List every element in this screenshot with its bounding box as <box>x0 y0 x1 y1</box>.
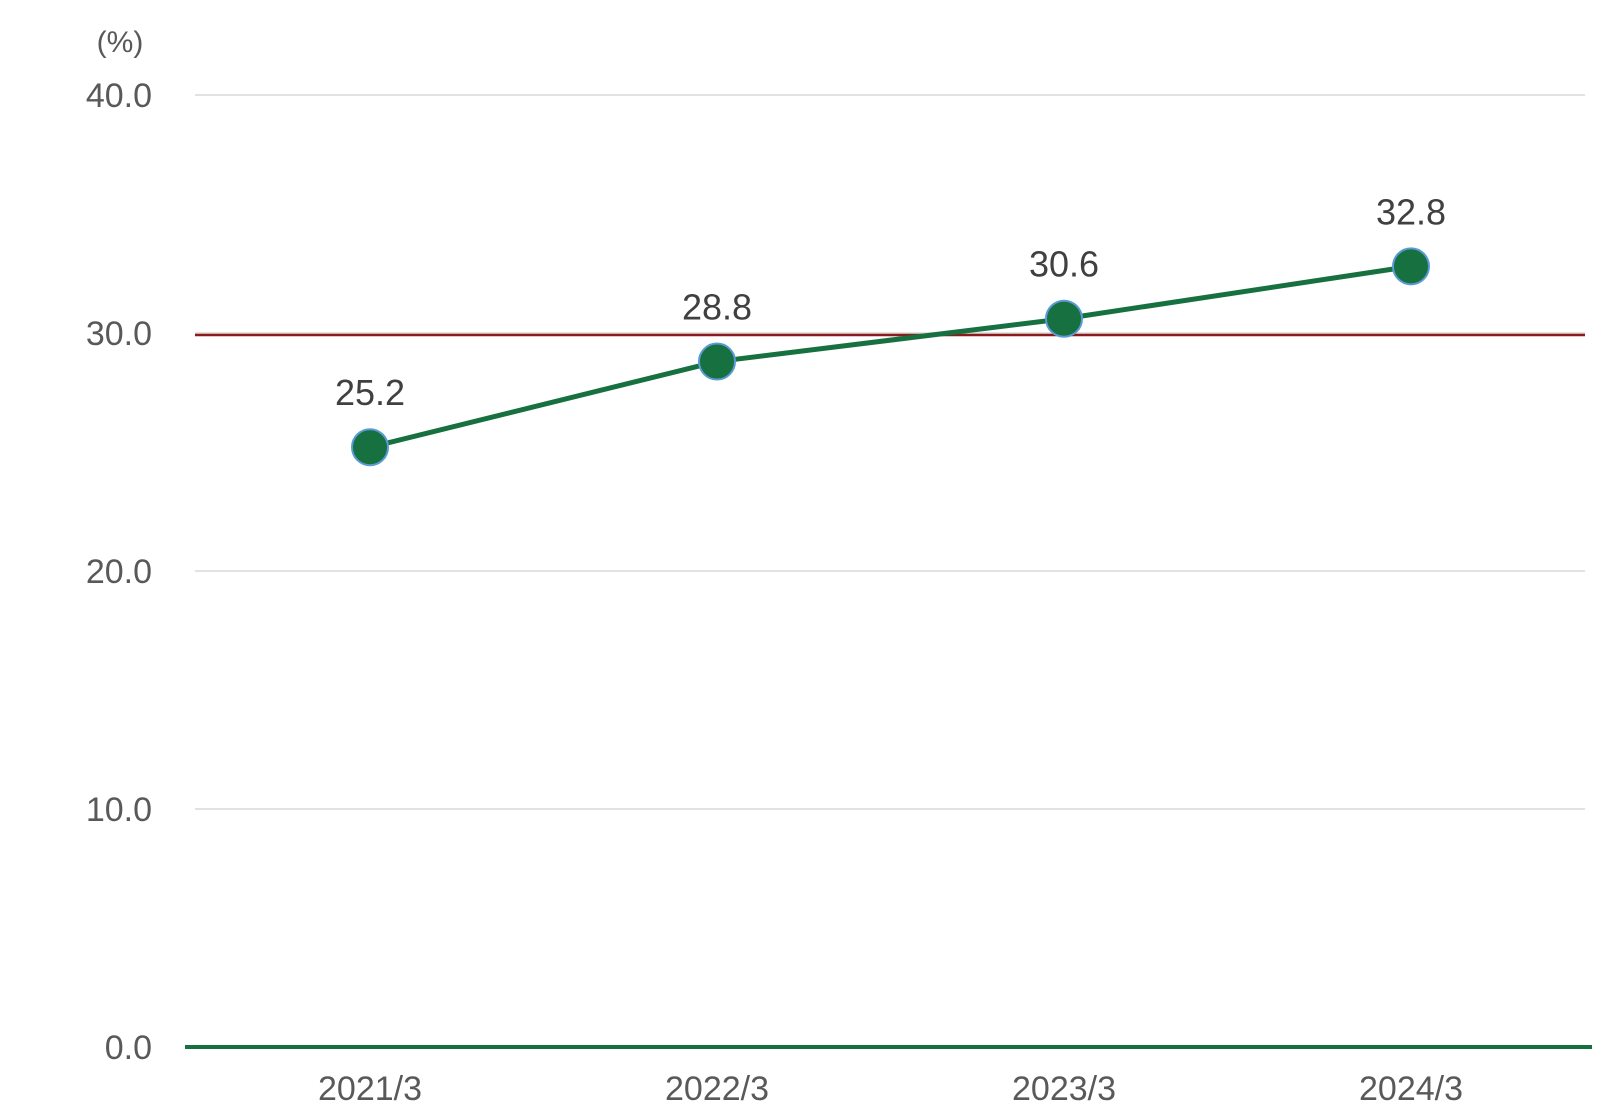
data-point <box>698 342 736 381</box>
series-line <box>369 263 1412 450</box>
gridlines <box>195 94 1585 810</box>
y-tick-label: 0.0 <box>105 1029 152 1067</box>
data-label: 30.6 <box>1029 244 1099 285</box>
data-point <box>1045 299 1083 338</box>
y-tick-label: 30.0 <box>86 315 152 353</box>
data-label: 25.2 <box>335 372 405 413</box>
data-labels: 25.2 28.8 30.6 32.8 <box>335 191 1446 413</box>
data-label: 32.8 <box>1376 191 1446 232</box>
y-tick-label: 40.0 <box>86 77 152 115</box>
data-point <box>351 428 389 467</box>
y-axis-ticks: 0.0 10.0 20.0 30.0 40.0 <box>86 77 152 1067</box>
y-tick-label: 10.0 <box>86 791 152 829</box>
data-label: 28.8 <box>682 287 752 328</box>
y-axis-unit-label: (%) <box>97 26 144 59</box>
x-tick-label: 2023/3 <box>1012 1070 1116 1108</box>
x-tick-label: 2022/3 <box>665 1070 769 1108</box>
series-group <box>351 247 1430 467</box>
x-tick-label: 2021/3 <box>318 1070 422 1108</box>
data-point <box>1392 247 1430 286</box>
x-axis-ticks: 2021/3 2022/3 2023/3 2024/3 <box>318 1070 1463 1108</box>
y-tick-label: 20.0 <box>86 553 152 591</box>
x-tick-label: 2024/3 <box>1359 1070 1463 1108</box>
